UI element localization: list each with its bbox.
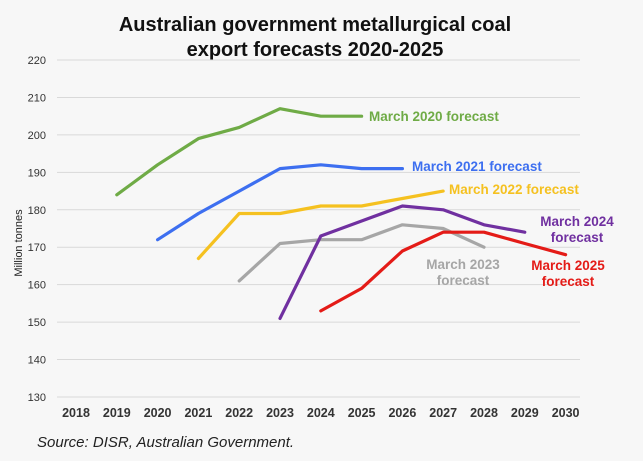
- y-tick-label: 180: [28, 205, 46, 217]
- series-line-2: [196, 189, 445, 261]
- series-line-1: [156, 163, 404, 242]
- x-tick-label: 2021: [184, 406, 212, 420]
- y-tick-label: 160: [28, 280, 46, 292]
- y-axis-label: Million tonnes: [13, 209, 25, 277]
- series-line-5: [319, 230, 568, 313]
- x-tick-label: 2027: [429, 406, 457, 420]
- series-labels: March 2020 forecast March 2021 forecast Ma…: [369, 109, 614, 289]
- series-line-3: [237, 223, 486, 283]
- series-label: March 2025: [531, 258, 605, 273]
- y-tick-label: 190: [28, 167, 46, 179]
- x-axis: 2018 2019 2020 2021 2022 2023 2024 2025 2026 2027…: [62, 406, 579, 420]
- series-line-4: [278, 204, 527, 320]
- y-tick-label: 220: [28, 55, 46, 67]
- y-tick-label: 130: [28, 392, 46, 404]
- source-note: Source: DISR, Australian Government.: [37, 434, 294, 451]
- x-tick-label: 2018: [62, 406, 90, 420]
- y-tick-label: 210: [28, 92, 46, 104]
- x-tick-label: 2030: [552, 406, 580, 420]
- chart-title-line-2: export forecasts 2020-2025: [187, 39, 444, 61]
- x-tick-label: 2025: [348, 406, 376, 420]
- x-tick-label: 2029: [511, 406, 539, 420]
- series-label: forecast: [551, 230, 604, 245]
- x-tick-label: 2026: [388, 406, 416, 420]
- series-label: March 2020 forecast: [369, 109, 499, 124]
- x-tick-label: 2022: [225, 406, 253, 420]
- series-lines: [115, 107, 568, 320]
- gridlines: [57, 59, 580, 398]
- x-tick-label: 2020: [144, 406, 172, 420]
- series-line-0: [115, 107, 364, 197]
- y-tick-label: 200: [28, 130, 46, 142]
- series-label: March 2021 forecast: [412, 159, 542, 174]
- x-tick-label: 2028: [470, 406, 498, 420]
- y-axis: 220 210 200 190 180 170 160 150 140 130: [28, 55, 46, 404]
- y-tick-label: 170: [28, 242, 46, 254]
- series-label: March 2022 forecast: [449, 182, 579, 197]
- series-label: forecast: [542, 274, 595, 289]
- y-tick-label: 150: [28, 317, 46, 329]
- series-label: forecast: [437, 273, 490, 288]
- y-tick-label: 140: [28, 355, 46, 367]
- series-label: March 2023: [426, 257, 500, 272]
- x-tick-label: 2023: [266, 406, 294, 420]
- chart-title-line-1: Australian government metallurgical coal: [119, 14, 511, 36]
- x-tick-label: 2019: [103, 406, 131, 420]
- series-label: March 2024: [540, 214, 614, 229]
- x-tick-label: 2024: [307, 406, 335, 420]
